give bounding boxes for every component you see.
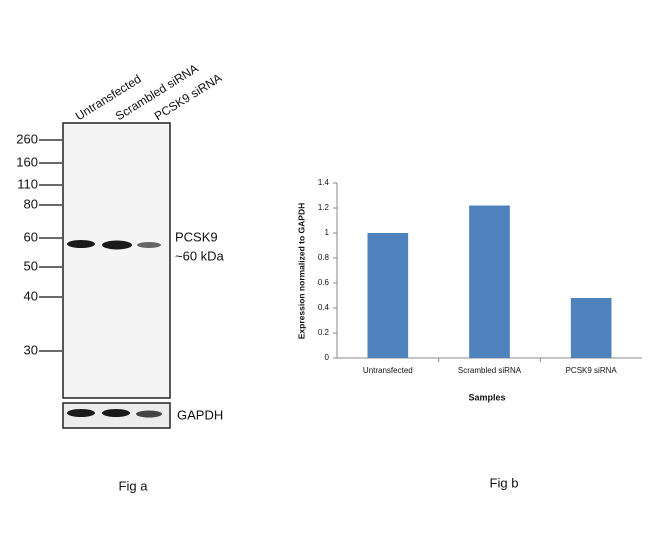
marker-label: 110 <box>17 176 38 191</box>
band <box>102 240 132 250</box>
band <box>102 409 130 417</box>
bar <box>469 205 510 358</box>
bands <box>67 240 162 418</box>
y-tick-label: 1 <box>325 228 330 237</box>
marker-label: 260 <box>16 131 38 146</box>
marker-label: 40 <box>24 288 38 303</box>
y-tick-label: 0.6 <box>318 278 330 287</box>
band <box>136 410 162 418</box>
band-size: ~60 kDa <box>175 248 225 263</box>
x-axis-title: Samples <box>468 392 505 402</box>
marker-label: 60 <box>24 229 38 244</box>
marker-label: 80 <box>24 196 38 211</box>
marker-label: 160 <box>16 154 38 169</box>
y-tick-label: 0.4 <box>318 303 330 312</box>
x-tick-label: PCSK9 siRNA <box>566 366 618 375</box>
blot-panel <box>62 122 171 399</box>
marker-label: 30 <box>24 342 38 357</box>
y-tick-label: 0.2 <box>318 328 330 337</box>
y-tick-label: 1.2 <box>318 203 330 212</box>
y-axis-title: Expression normalized to GAPDH <box>296 203 306 340</box>
loading-label: GAPDH <box>177 407 223 422</box>
bar <box>570 298 612 358</box>
y-tick-label: 0 <box>325 353 330 362</box>
caption: Fig b <box>490 475 519 490</box>
caption: Fig a <box>119 478 149 493</box>
x-tick-label: Scrambled siRNA <box>458 366 522 375</box>
band <box>137 242 161 248</box>
band <box>67 240 95 248</box>
band-label: PCSK9 <box>175 229 218 244</box>
marker-label: 50 <box>24 258 38 273</box>
band <box>67 409 95 417</box>
y-tick-label: 1.4 <box>318 178 330 187</box>
y-tick-label: 0.8 <box>318 253 330 262</box>
bar <box>367 233 409 358</box>
x-tick-label: Untransfected <box>363 366 413 375</box>
